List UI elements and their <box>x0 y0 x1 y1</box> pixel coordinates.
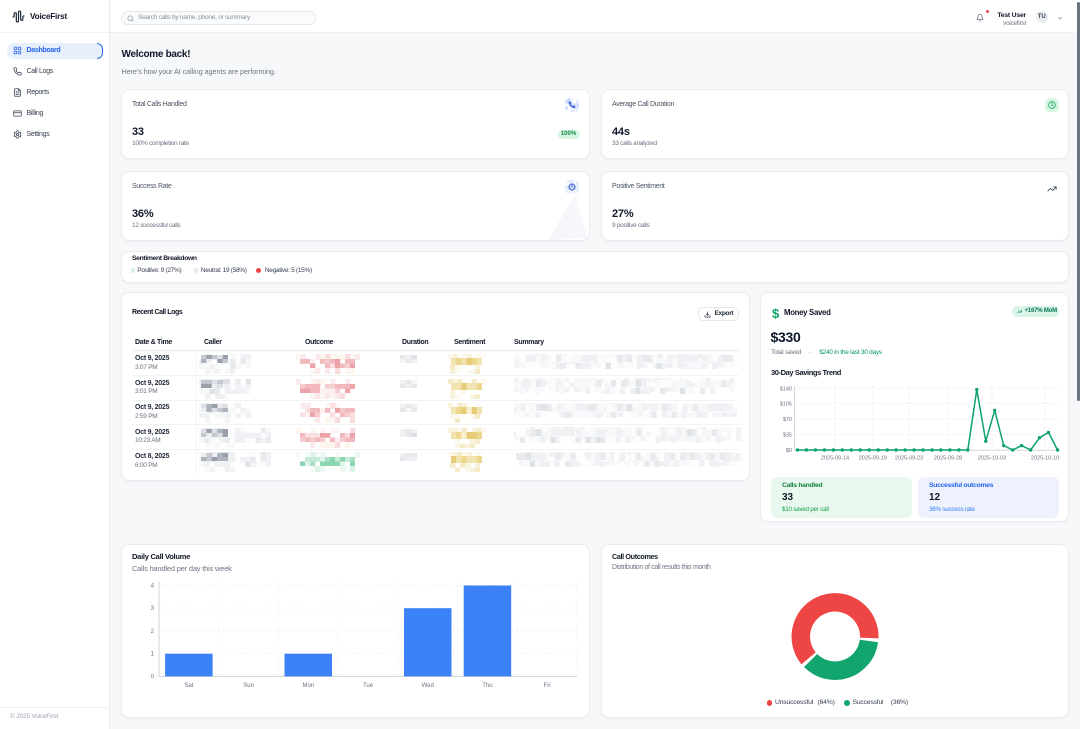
svg-text:2025-09-14: 2025-09-14 <box>821 456 849 462</box>
svg-text:Thu: Thu <box>482 683 492 689</box>
svg-text:2025-09-28: 2025-09-28 <box>934 456 962 462</box>
svg-text:Wed: Wed <box>422 683 434 689</box>
svg-text:Sun: Sun <box>243 683 254 689</box>
svg-text:2025-09-23: 2025-09-23 <box>895 456 923 462</box>
svg-text:2: 2 <box>151 629 155 635</box>
svg-text:$105: $105 <box>780 402 792 408</box>
svg-text:2025-10-10: 2025-10-10 <box>1031 456 1059 462</box>
svg-text:1: 1 <box>151 652 155 658</box>
svg-text:$0: $0 <box>786 448 792 454</box>
svg-text:Mon: Mon <box>302 683 314 689</box>
svg-text:$70: $70 <box>783 417 792 423</box>
svg-text:4: 4 <box>151 584 155 590</box>
svg-text:$140: $140 <box>780 386 792 392</box>
svg-text:Sat: Sat <box>184 683 193 689</box>
svg-text:3: 3 <box>151 606 155 612</box>
svg-text:2025-10-03: 2025-10-03 <box>978 456 1006 462</box>
svg-text:Fri: Fri <box>544 683 551 689</box>
svg-text:Tue: Tue <box>363 683 374 689</box>
svg-text:2025-09-19: 2025-09-19 <box>859 456 887 462</box>
svg-text:$35: $35 <box>783 433 792 439</box>
svg-text:0: 0 <box>151 674 155 680</box>
